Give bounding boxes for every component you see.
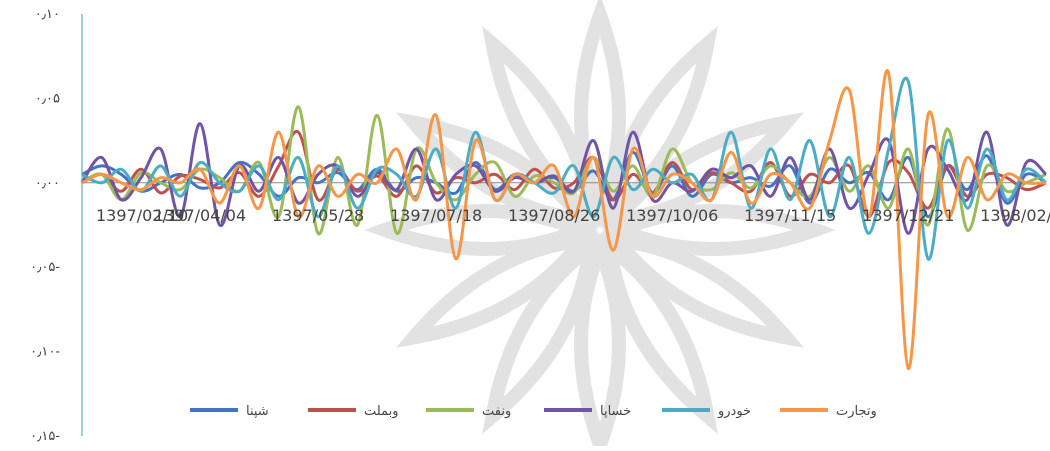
x-tick-label: 1397/10/06	[626, 206, 718, 225]
legend-label: وتجارت	[836, 404, 877, 419]
watermark-emblem	[364, 0, 836, 451]
legend-label: وبملت	[364, 404, 398, 419]
legend-label: شپنا	[246, 404, 269, 419]
legend-label: ونفت	[482, 404, 511, 419]
y-tick-label: ۰٫۰۰	[35, 176, 60, 191]
y-tick-label: ۰٫۱۵-	[30, 429, 60, 444]
series-line-5	[81, 76, 1047, 261]
legend: شپنا وبملت ونفت خساپا خودرو وتجارت	[190, 404, 877, 419]
x-tick-label: 1397/07/18	[390, 206, 482, 225]
x-tick-label: 1397/08/26	[508, 206, 600, 225]
x-tick-label: 1397/05/28	[272, 206, 364, 225]
x-tick-label: 1398/02/29	[980, 206, 1050, 225]
y-tick-label: ۰٫۰۵-	[30, 260, 60, 275]
x-tick-label: 1397/12/21	[862, 206, 954, 225]
y-tick-label: ۰٫۰۵	[35, 91, 60, 106]
x-tick-label: 1397/04/04	[154, 206, 246, 225]
x-tick-label: 1397/11/15	[744, 206, 836, 225]
y-tick-label: ۰٫۱۰-	[30, 345, 60, 360]
legend-label: خودرو	[717, 404, 751, 419]
series-line-3	[81, 105, 1047, 236]
y-tick-labels: ۰٫۱۰ ۰٫۰۵ ۰٫۰۰ ۰٫۰۵- ۰٫۱۰- ۰٫۱۵-	[30, 7, 60, 444]
series-layer	[80, 68, 1048, 371]
y-tick-label: ۰٫۱۰	[35, 7, 60, 22]
legend-label: خساپا	[600, 404, 631, 419]
series-line-6	[81, 68, 1047, 371]
x-tick-label: 1397/02/10	[96, 206, 188, 225]
